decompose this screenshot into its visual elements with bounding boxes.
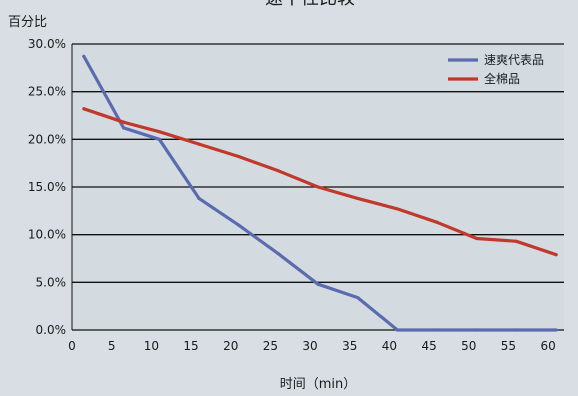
x-tick-label: 55 [501, 339, 516, 353]
chart-title: 速干性比较 [265, 0, 355, 9]
data-point [395, 328, 399, 332]
data-point [356, 196, 360, 201]
x-tick-label: 5 [108, 339, 116, 353]
data-point [514, 328, 518, 332]
data-point [475, 328, 479, 332]
data-point [316, 185, 320, 189]
data-point [435, 220, 439, 224]
y-tick-labels: 0.0% 5.0% 10.0% 15.0% 20.0% 25.0% 30.0% [28, 37, 66, 337]
data-point [316, 282, 320, 286]
x-tick-label: 30 [302, 339, 317, 353]
data-point [197, 142, 201, 146]
data-point [435, 328, 439, 332]
data-point [395, 207, 399, 211]
data-point [276, 169, 280, 173]
x-tick-label: 40 [382, 339, 397, 353]
y-axis-label: 百分比 [8, 15, 47, 30]
y-tick-label: 15.0% [28, 180, 66, 194]
data-point [121, 120, 126, 124]
x-tick-label: 35 [342, 339, 357, 353]
x-tick-label: 25 [263, 339, 278, 353]
y-tick-label: 5.0% [36, 275, 67, 289]
data-point [554, 328, 558, 332]
x-tick-label: 10 [144, 339, 159, 353]
series-lines [82, 54, 558, 332]
data-point [157, 130, 161, 134]
data-point [121, 126, 126, 130]
data-point [514, 239, 518, 243]
legend-label: 速爽代表品 [484, 53, 544, 67]
data-point [554, 253, 558, 257]
legend-label: 全棉品 [484, 71, 520, 86]
x-tick-label: 15 [183, 339, 198, 353]
x-tick-labels: 0 5 10 15 20 25 30 35 40 45 50 55 60 [68, 339, 556, 353]
data-point [82, 54, 86, 58]
x-tick-label: 60 [540, 339, 555, 353]
data-point [356, 295, 360, 300]
data-point [157, 137, 161, 141]
x-tick-label: 0 [68, 339, 76, 353]
x-tick-label: 50 [461, 339, 476, 353]
y-tick-label: 30.0% [28, 37, 66, 51]
y-tick-label: 0.0% [36, 323, 67, 337]
x-tick-label: 45 [421, 339, 436, 353]
data-point [197, 196, 201, 201]
data-point [237, 154, 241, 159]
y-tick-label: 10.0% [28, 228, 66, 242]
y-tick-label: 25.0% [28, 85, 66, 99]
data-point [237, 223, 241, 227]
data-point [82, 107, 86, 111]
x-tick-label: 20 [223, 339, 238, 353]
y-tick-label: 20.0% [28, 132, 66, 146]
x-axis-label: 时间（min） [280, 377, 357, 392]
data-point [276, 252, 280, 256]
data-point [475, 236, 479, 241]
